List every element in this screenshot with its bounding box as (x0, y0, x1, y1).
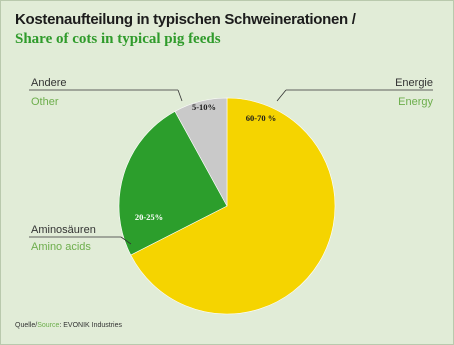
leader-line-other-drop (177, 89, 183, 102)
value-label-amino: 20-25% (135, 212, 163, 222)
label-other-en: Other (31, 96, 59, 108)
label-amino-de: Aminosäuren (31, 224, 96, 236)
label-energy-en: Energy (398, 96, 433, 108)
label-energy-de: Energie (395, 77, 433, 89)
chart-title: Kostenaufteilung in typischen Schweinera… (15, 11, 356, 28)
source-separator: / (35, 322, 38, 329)
pie-slice-energy (130, 97, 336, 315)
source-label-en: Source (37, 322, 60, 329)
chart-subtitle: Share of cots in typical pig feeds (15, 31, 221, 47)
pie-slice-other (174, 97, 228, 207)
leader-line-amino-drop (120, 236, 132, 245)
leader-line-energy-drop (276, 89, 287, 102)
pie-slices (118, 97, 336, 315)
source-note: Quelle/Source: EVONIK Industries (15, 322, 122, 329)
value-label-energy: 60-70 % (246, 113, 276, 123)
source-label-de: Quelle (15, 322, 36, 329)
label-other-de: Andere (31, 77, 66, 89)
label-amino-en: Amino acids (31, 241, 91, 253)
value-label-other: 5-10% (192, 102, 216, 112)
source-name: : EVONIK Industries (59, 322, 123, 329)
